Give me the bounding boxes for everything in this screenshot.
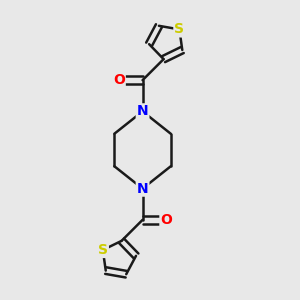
Text: O: O <box>113 73 125 87</box>
Text: O: O <box>160 213 172 227</box>
Text: S: S <box>98 243 108 257</box>
Text: N: N <box>137 104 148 118</box>
Text: N: N <box>137 182 148 196</box>
Text: S: S <box>174 22 184 36</box>
